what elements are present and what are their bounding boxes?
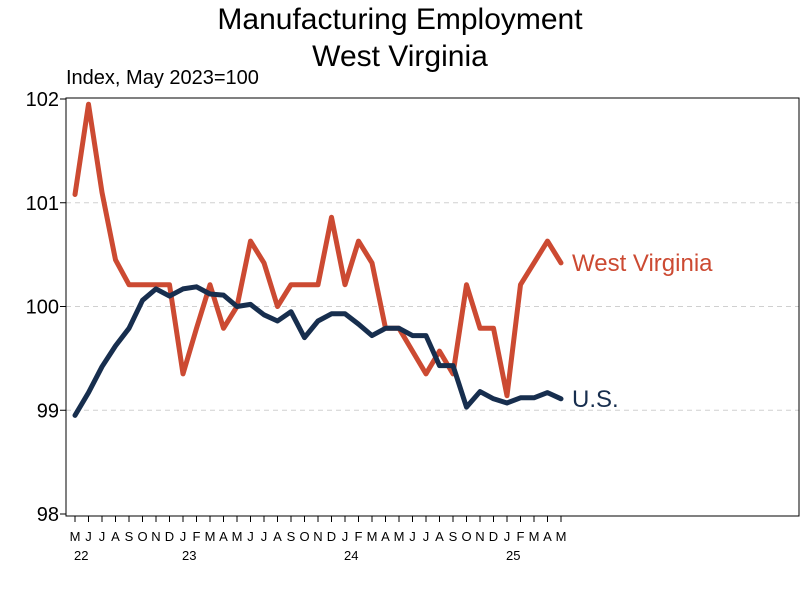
x-tick-label: J [342,529,349,544]
x-tick-label: O [137,529,147,544]
x-tick-label: J [423,529,430,544]
y-tick-label: 100 [26,297,59,319]
x-year-label: 25 [506,548,520,563]
x-tick-label: N [313,529,322,544]
y-axis-label: Index, May 2023=100 [66,67,259,89]
x-tick-label: M [205,529,216,544]
x-tick-label: O [461,529,471,544]
chart-title: Manufacturing Employment [217,3,583,36]
chart-subtitle: West Virginia [312,40,488,73]
x-tick-label: S [287,529,296,544]
x-year-label: 22 [74,548,88,563]
y-tick-label: 102 [26,89,59,111]
y-tick-label: 101 [26,193,59,215]
x-year-label: 23 [182,548,196,563]
y-axis: 98 99 100 101 102 [26,89,66,526]
x-tick-label: S [125,529,134,544]
series-lines [72,101,564,418]
x-year-label: 24 [344,548,358,563]
x-tick-label: N [475,529,484,544]
series-label-west-virginia: West Virginia [572,250,713,277]
x-tick-label: J [180,529,187,544]
x-tick-label: S [449,529,458,544]
x-tick-label: A [219,529,228,544]
x-tick-label: M [367,529,378,544]
x-tick-label: D [327,529,336,544]
x-tick-label: F [517,529,525,544]
series-labels: West Virginia U.S. [572,250,713,413]
x-tick-label: M [232,529,243,544]
x-tick-label: J [99,529,106,544]
x-axis: M J J A S O N D J F M A M J J A S O N D J F M A M J J A S O N D J F M A M22 2… [70,516,567,563]
y-tick-label: 99 [37,400,59,422]
x-tick-label: M [529,529,540,544]
x-tick-label: F [193,529,201,544]
x-tick-label: M [70,529,81,544]
x-tick-label: D [165,529,174,544]
y-tick-label: 98 [37,504,59,526]
x-tick-label: A [543,529,552,544]
x-tick-label: A [273,529,282,544]
gridlines [66,202,799,411]
x-tick-label: J [504,529,511,544]
x-tick-label: D [489,529,498,544]
x-tick-label: A [435,529,444,544]
x-tick-label: J [247,529,254,544]
series-label-us: U.S. [572,386,619,413]
x-tick-label: A [111,529,120,544]
x-tick-label: J [409,529,416,544]
x-tick-label: N [151,529,160,544]
x-tick-label: F [355,529,363,544]
x-tick-label: M [556,529,567,544]
series-line-us [72,284,564,418]
x-tick-label: A [381,529,390,544]
x-tick-label: O [299,529,309,544]
x-tick-label: J [85,529,92,544]
x-tick-label: J [261,529,268,544]
series-line-west-virginia [72,101,564,399]
x-tick-label: M [394,529,405,544]
